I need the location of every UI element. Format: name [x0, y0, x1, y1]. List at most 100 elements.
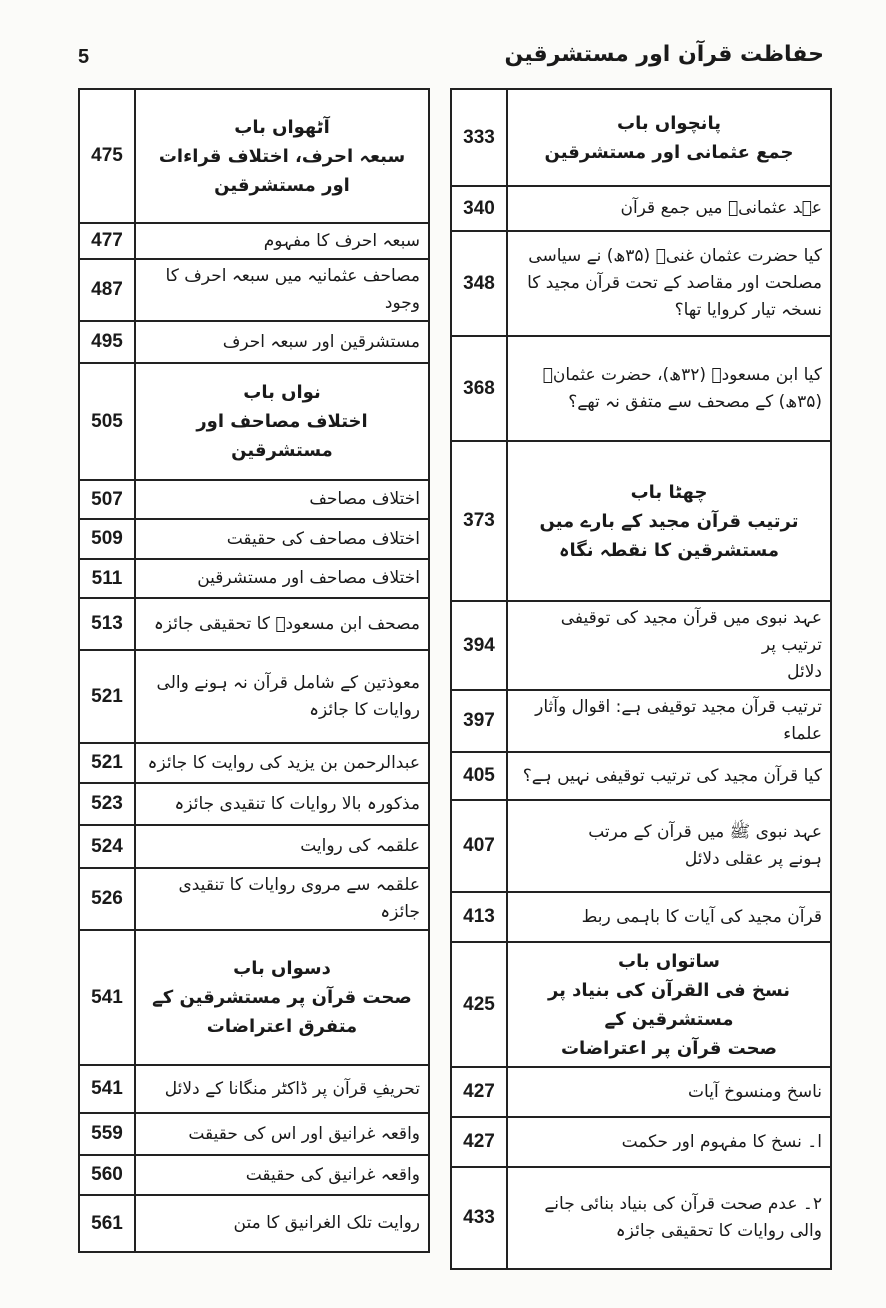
toc-entry-row: 477 سبعہ احرف کا مفہوم — [80, 224, 428, 260]
page-number: 5 — [78, 46, 90, 68]
toc-page-number: 413 — [452, 893, 508, 941]
toc-entry-title: ترتیب قرآن مجید توقیفی ہے: اقوال وآثار ع… — [508, 691, 830, 751]
toc-page-number: 425 — [452, 943, 508, 1066]
toc-page-number: 368 — [452, 337, 508, 440]
toc-page-number: 394 — [452, 602, 508, 689]
toc-title-line: کیا قرآن مجید کی ترتیب توقیفی نہیں ہے؟ — [522, 765, 822, 786]
toc-title-line: قرآن مجید کی آیات کا باہمی ربط — [581, 906, 822, 927]
toc-entry-row: 495 مستشرقین اور سبعہ احرف — [80, 322, 428, 364]
toc-entry-title: عبدالرحمن بن یزید کی روایت کا جائزہ — [136, 744, 428, 782]
toc-title-line: اختلاف مصاحف کی حقیقت — [226, 528, 420, 549]
toc-entry-title: واقعہ غرانیق اور اس کی حقیقت — [136, 1114, 428, 1154]
toc-entry-row: 559 واقعہ غرانیق اور اس کی حقیقت — [80, 1114, 428, 1156]
toc-title-line: صحت قرآن پر اعتراضات — [560, 1037, 778, 1059]
toc-title-line: واقعہ غرانیق کی حقیقت — [245, 1164, 420, 1185]
toc-page-number: 505 — [80, 364, 136, 479]
toc-entry-title: کیا حضرت عثمان غنیؓ (۳۵ھ) نے سیاسی مصلحت … — [508, 232, 830, 335]
toc-page-number: 477 — [80, 224, 136, 258]
toc-entry-title: چھٹا باب ترتیب قرآن مجید کے بارے میں مستشر… — [508, 442, 830, 600]
toc-entry-title: اختلاف مصاحف اور مستشرقین — [136, 560, 428, 597]
toc-entry-title: اختلاف مصاحف — [136, 481, 428, 518]
toc-entry-title: مصاحف عثمانیہ میں سبعہ احرف کا وجود — [136, 260, 428, 320]
toc-page-number: 348 — [452, 232, 508, 335]
toc-entry-title: قرآن مجید کی آیات کا باہمی ربط — [508, 893, 830, 941]
toc-entry-row: 521 عبدالرحمن بن یزید کی روایت کا جائزہ — [80, 744, 428, 784]
toc-entry-row: 407 عہد نبوی ﷺ میں قرآن کے مرتب ہونے پر عق… — [452, 801, 830, 893]
toc-page-number: 333 — [452, 90, 508, 185]
toc-title-line: مذکورہ بالا روایات کا تنقیدی جائزہ — [174, 793, 420, 814]
toc-entry-row: 511 اختلاف مصاحف اور مستشرقین — [80, 560, 428, 599]
toc-title-line: مصلحت اور مقاصد کے تحت قرآن مجید کا — [527, 273, 822, 293]
toc-title-line: ہونے پر عقلی دلائل — [684, 849, 822, 869]
toc-title-line: اور مستشرقین — [214, 174, 350, 196]
toc-title-line: چھٹا باب — [630, 481, 708, 503]
toc-entry-row: 513 مصحف ابن مسعودؓ کا تحقیقی جائزہ — [80, 599, 428, 651]
toc-title-line: ترتیب قرآن مجید توقیفی ہے: اقوال وآثار ع… — [535, 697, 822, 744]
toc-entry-title: علقمہ کی روایت — [136, 826, 428, 867]
toc-title-line: والی روایات کا تحقیقی جائزہ — [615, 1221, 822, 1241]
toc-page-number: 397 — [452, 691, 508, 751]
toc-page-number: 560 — [80, 1156, 136, 1194]
toc-entry-title: ناسخ ومنسوخ آیات — [508, 1068, 830, 1116]
toc-entry-row: 427 ناسخ ومنسوخ آیات — [452, 1068, 830, 1118]
toc-entry-title: کیا ابن مسعودؓ (۳۲ھ)، حضرت عثمانؓ (۳۵ھ) ک… — [508, 337, 830, 440]
toc-entry-title: معوذتین کے شامل قرآن نہ ہونے والی روایات … — [136, 651, 428, 742]
toc-title-line: دسواں باب — [233, 958, 331, 979]
toc-entry-row: 340 عہد عثمانیؓ میں جمع قرآن — [452, 187, 830, 232]
toc-title-line: مستشرقین اور سبعہ احرف — [222, 331, 420, 352]
toc-title-line: جمع عثمانی اور مستشرقین — [544, 141, 794, 163]
toc-title-line: صحت قرآن پر مستشرقین کے — [152, 987, 412, 1008]
toc-page-number: 509 — [80, 520, 136, 558]
toc-entry-title: روایت تلک الغرانیق کا متن — [136, 1196, 428, 1251]
toc-title-line: تحریفِ قرآن پر ڈاکٹر منگانا کے دلائل — [164, 1078, 420, 1099]
toc-title-line: روایات کا جائزہ — [309, 699, 420, 720]
toc-chapter-row: 373 چھٹا باب ترتیب قرآن مجید کے بارے میں مس… — [452, 442, 830, 602]
toc-entry-title: عہد عثمانیؓ میں جمع قرآن — [508, 187, 830, 230]
toc-title-line: ساتواں باب — [618, 950, 720, 972]
toc-table-left: 475 آٹھواں باب سبعہ احرف، اختلاف قراءات اور… — [78, 88, 430, 1253]
toc-title-line: مصحف ابن مسعودؓ کا تحقیقی جائزہ — [153, 613, 420, 634]
toc-entry-row: 560 واقعہ غرانیق کی حقیقت — [80, 1156, 428, 1196]
toc-title-line: علقمہ کی روایت — [300, 836, 420, 856]
toc-entry-row: 561 روایت تلک الغرانیق کا متن — [80, 1196, 428, 1251]
toc-title-line: آٹھواں باب — [234, 116, 330, 138]
toc-title-line: نسخ فی القرآن کی بنیاد پر مستشرقین کے — [547, 979, 791, 1030]
toc-title-line: پانچواں باب — [617, 112, 721, 134]
toc-page-number: 427 — [452, 1068, 508, 1116]
toc-page-number: 561 — [80, 1196, 136, 1251]
toc-title-line: ترتیب قرآن مجید کے بارے میں — [539, 510, 799, 532]
toc-title-line: ۲۔ عدم صحت قرآن کی بنیاد بنائی جانے — [544, 1194, 822, 1214]
toc-entry-row: 348 کیا حضرت عثمان غنیؓ (۳۵ھ) نے سیاسی مصل… — [452, 232, 830, 337]
toc-entry-title: سبعہ احرف کا مفہوم — [136, 224, 428, 258]
toc-entry-row: 521 معوذتین کے شامل قرآن نہ ہونے والی روای… — [80, 651, 428, 744]
toc-entry-title: دسواں باب صحت قرآن پر مستشرقین کے متفرق اع… — [136, 931, 428, 1064]
toc-title-line: واقعہ غرانیق اور اس کی حقیقت — [188, 1123, 420, 1144]
toc-title-line: نواں باب — [243, 382, 321, 403]
toc-title-line: ا۔ نسخ کا مفہوم اور حکمت — [621, 1131, 822, 1152]
toc-page-number: 526 — [80, 869, 136, 929]
toc-entry-row: 487 مصاحف عثمانیہ میں سبعہ احرف کا وجود — [80, 260, 428, 322]
toc-entry-title: مصحف ابن مسعودؓ کا تحقیقی جائزہ — [136, 599, 428, 649]
toc-title-line: عہد عثمانیؓ میں جمع قرآن — [620, 198, 822, 218]
toc-entry-row: 368 کیا ابن مسعودؓ (۳۲ھ)، حضرت عثمانؓ (۳۵ھ… — [452, 337, 830, 442]
toc-page-number: 541 — [80, 931, 136, 1064]
toc-title-line: علقمہ سے مروی روایات کا تنقیدی جائزہ — [178, 875, 420, 922]
toc-entry-title: پانچواں باب جمع عثمانی اور مستشرقین — [508, 90, 830, 185]
toc-entry-title: نواں باب اختلاف مصاحف اور مستشرقین — [136, 364, 428, 479]
toc-title-line: اختلاف مصاحف اور مستشرقین — [197, 568, 420, 588]
toc-title-line: مصاحف عثمانیہ میں سبعہ احرف کا وجود — [165, 266, 420, 313]
toc-entry-title: اختلاف مصاحف کی حقیقت — [136, 520, 428, 558]
toc-title-line: ناسخ ومنسوخ آیات — [688, 1081, 822, 1102]
toc-page-number: 507 — [80, 481, 136, 518]
toc-title-line: عہد نبوی میں قرآن مجید کی توقیفی ترتیب پ… — [560, 608, 822, 655]
toc-chapter-row: 541 دسواں باب صحت قرآن پر مستشرقین کے متفرق… — [80, 931, 428, 1066]
toc-page-number: 521 — [80, 744, 136, 782]
toc-title-line: کیا ابن مسعودؓ (۳۲ھ)، حضرت عثمانؓ — [542, 364, 822, 385]
toc-entry-title: ساتواں باب نسخ فی القرآن کی بنیاد پر مستش… — [508, 943, 830, 1066]
toc-page-number: 559 — [80, 1114, 136, 1154]
toc-entry-title: کیا قرآن مجید کی ترتیب توقیفی نہیں ہے؟ — [508, 753, 830, 799]
toc-entry-row: 526 علقمہ سے مروی روایات کا تنقیدی جائزہ — [80, 869, 428, 931]
toc-page-number: 433 — [452, 1168, 508, 1268]
toc-page-number: 487 — [80, 260, 136, 320]
toc-title-line: معوذتین کے شامل قرآن نہ ہونے والی — [156, 672, 420, 693]
